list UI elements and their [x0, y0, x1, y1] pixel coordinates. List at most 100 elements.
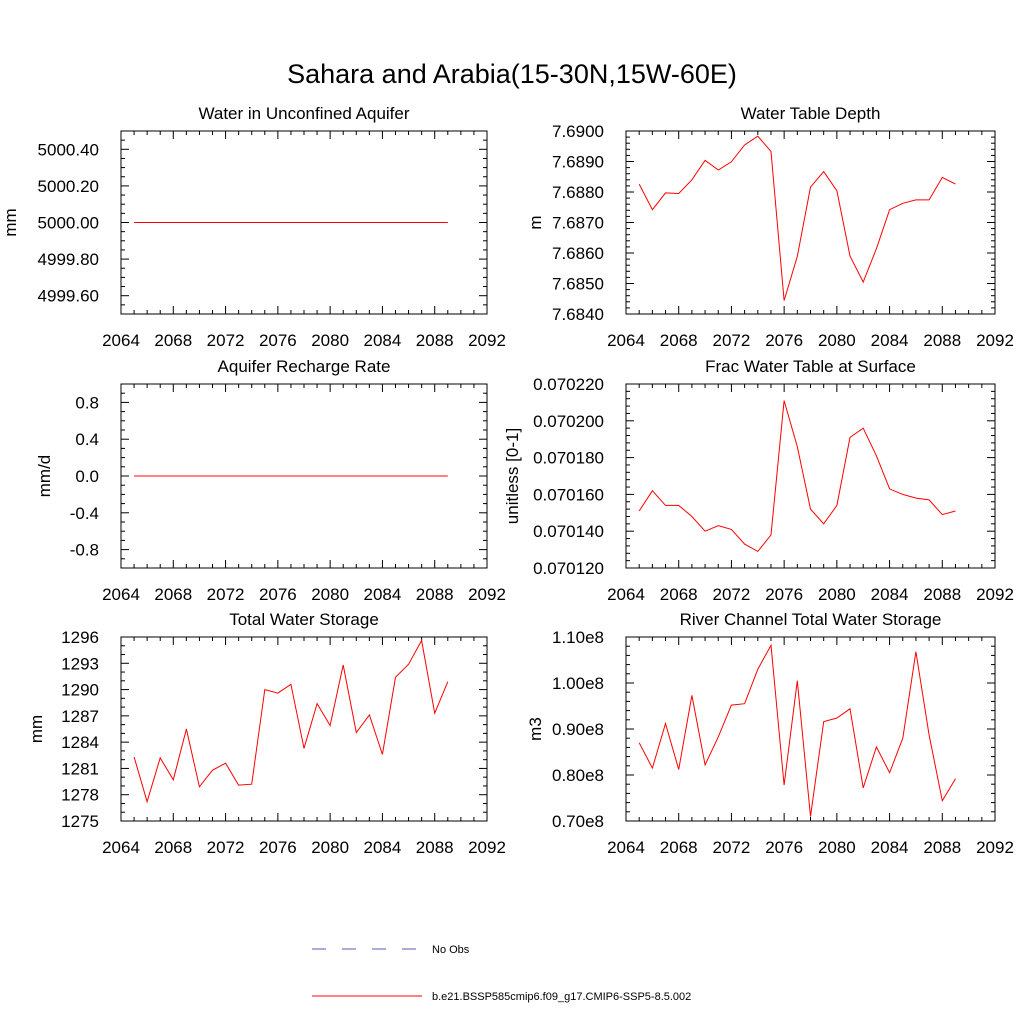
y-tick-label: 7.6840	[552, 305, 604, 324]
x-tick-label: 2088	[416, 331, 454, 350]
figure-title: Sahara and Arabia(15-30N,15W-60E)	[287, 59, 737, 89]
y-tick-label: 7.6870	[552, 214, 604, 233]
y-axis-label: m	[526, 215, 545, 229]
y-tick-label: -0.4	[70, 504, 99, 523]
legend-label-model: b.e21.BSSP585cmip6.f09_g17.CMIP6-SSP5-8.…	[432, 991, 691, 1003]
x-tick-label: 2064	[607, 838, 645, 857]
y-tick-label: 1.00e8	[552, 674, 604, 693]
plot-frame	[120, 636, 488, 822]
x-tick-label: 2064	[102, 585, 140, 604]
panels: Water in Unconfined Aquifer mm 2064 2068 207…	[1, 104, 1014, 857]
y-axis-label: mm	[27, 715, 46, 743]
x-tick-label: 2080	[818, 331, 856, 350]
x-tick-label: 2092	[976, 838, 1014, 857]
y-tick-label: 0.070180	[533, 449, 604, 468]
x-tick-label: 2076	[765, 585, 803, 604]
panel-2: Water Table Depth m 2064 2068 2072 2076 2080 20…	[526, 104, 1014, 350]
y-axis-label: mm/d	[35, 455, 54, 498]
x-tick-label: 2088	[416, 838, 454, 857]
panel-1: Water in Unconfined Aquifer mm 2064 2068 207…	[1, 104, 506, 350]
y-tick-label: 5000.20	[38, 177, 99, 196]
x-tick-label: 2068	[154, 331, 192, 350]
y-tick-label: 7.6880	[552, 183, 604, 202]
y-tick-label: 4999.60	[38, 287, 99, 306]
x-tick-label: 2076	[765, 331, 803, 350]
x-tick-label: 2084	[871, 331, 909, 350]
series-line	[638, 400, 956, 553]
plot-frame	[625, 383, 996, 569]
x-tick-label: 2080	[311, 838, 349, 857]
x-tick-label: 2092	[468, 585, 506, 604]
x-tick-label: 2072	[207, 331, 245, 350]
x-tick-label: 2084	[364, 331, 402, 350]
plot-frame	[625, 130, 996, 315]
x-tick-label: 2084	[871, 838, 909, 857]
x-tick-label: 2088	[923, 585, 961, 604]
y-tick-label: 0.4	[75, 430, 99, 449]
y-tick-label: 1290	[61, 681, 99, 700]
x-tick-label: 2092	[976, 585, 1014, 604]
y-tick-label: 0.070140	[533, 522, 604, 541]
y-tick-label: 1278	[61, 786, 99, 805]
x-tick-label: 2068	[154, 838, 192, 857]
x-tick-label: 2064	[102, 331, 140, 350]
x-tick-label: 2076	[259, 838, 297, 857]
y-tick-label: 0.80e8	[552, 766, 604, 785]
x-tick-label: 2072	[207, 585, 245, 604]
y-tick-label: 7.6890	[552, 153, 604, 172]
x-tick-label: 2064	[607, 331, 645, 350]
x-tick-label: 2080	[818, 585, 856, 604]
panel-title: Total Water Storage	[229, 610, 379, 629]
x-tick-label: 2080	[311, 585, 349, 604]
x-tick-label: 2088	[416, 585, 454, 604]
y-tick-label: 0.070220	[533, 375, 604, 394]
y-tick-label: 0.0	[75, 467, 99, 486]
y-tick-label: 1281	[61, 759, 99, 778]
x-tick-label: 2068	[660, 585, 698, 604]
y-tick-label: 1275	[61, 812, 99, 831]
series-line	[133, 639, 449, 804]
panel-5: Total Water Storage mm 2064 2068 2072 2076 208…	[27, 610, 506, 857]
y-tick-label: 0.8	[75, 393, 99, 412]
y-tick-label: 1284	[61, 733, 99, 752]
panel-title: Aquifer Recharge Rate	[218, 357, 391, 376]
x-tick-label: 2076	[765, 838, 803, 857]
y-axis-label: mm	[1, 208, 20, 236]
y-tick-label: 5000.00	[38, 214, 99, 233]
x-tick-label: 2080	[311, 331, 349, 350]
x-tick-label: 2072	[207, 838, 245, 857]
series-line	[638, 643, 956, 817]
y-tick-label: 7.6860	[552, 244, 604, 263]
y-tick-label: 1293	[61, 654, 99, 673]
x-tick-label: 2080	[818, 838, 856, 857]
x-tick-label: 2092	[976, 331, 1014, 350]
y-tick-label: 1.10e8	[552, 628, 604, 647]
y-tick-label: 7.6900	[552, 122, 604, 141]
x-tick-label: 2076	[259, 585, 297, 604]
x-tick-label: 2092	[468, 838, 506, 857]
y-tick-label: 0.90e8	[552, 720, 604, 739]
panel-title: Water Table Depth	[741, 104, 881, 123]
x-tick-label: 2092	[468, 331, 506, 350]
x-tick-label: 2072	[713, 331, 751, 350]
y-tick-label: -0.8	[70, 541, 99, 560]
panel-6: River Channel Total Water Storage m3 2064 2…	[526, 610, 1014, 857]
x-tick-label: 2068	[154, 585, 192, 604]
plot-frame	[625, 636, 996, 822]
y-tick-label: 5000.40	[38, 140, 99, 159]
x-tick-label: 2072	[713, 585, 751, 604]
y-tick-label: 1287	[61, 707, 99, 726]
y-tick-label: 0.070160	[533, 485, 604, 504]
y-axis-label: m3	[526, 717, 545, 741]
y-axis-label: unitless [0-1]	[503, 428, 522, 524]
x-tick-label: 2084	[871, 585, 909, 604]
series-line	[638, 135, 956, 301]
x-tick-label: 2088	[923, 838, 961, 857]
y-tick-label: 0.70e8	[552, 812, 604, 831]
x-tick-label: 2068	[660, 838, 698, 857]
y-tick-label: 0.070200	[533, 412, 604, 431]
x-tick-label: 2088	[923, 331, 961, 350]
x-tick-label: 2064	[607, 585, 645, 604]
legend-label-no-obs: No Obs	[432, 944, 470, 956]
x-tick-label: 2076	[259, 331, 297, 350]
